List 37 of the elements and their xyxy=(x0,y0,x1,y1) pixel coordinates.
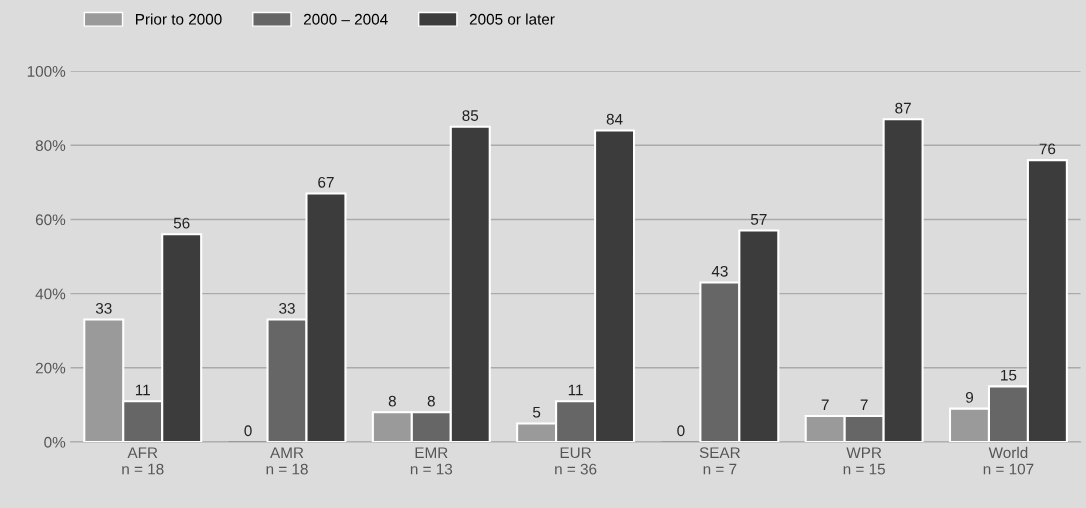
data-label: 43 xyxy=(711,265,728,277)
y-tick-label: 80% xyxy=(35,140,66,151)
data-label: 85 xyxy=(462,110,479,121)
data-label: 84 xyxy=(606,113,623,125)
data-label: 67 xyxy=(318,176,334,188)
data-label: 0 xyxy=(244,425,252,437)
data-label: 7 xyxy=(860,399,868,411)
y-tick-label: 20% xyxy=(35,362,66,374)
y-tick-label: 100% xyxy=(27,65,66,77)
x-tick-label: WPR n = 15 xyxy=(843,447,885,475)
data-label: 33 xyxy=(279,302,295,314)
data-label: 57 xyxy=(750,214,767,225)
x-tick-label: SEAR n = 7 xyxy=(699,447,740,475)
data-label: 87 xyxy=(895,102,911,114)
data-label: 11 xyxy=(568,384,583,396)
data-label: 11 xyxy=(135,384,150,396)
data-label: 33 xyxy=(95,302,112,314)
data-label: 8 xyxy=(427,395,435,407)
data-label: 56 xyxy=(173,217,190,229)
x-tick-label: World n = 107 xyxy=(983,446,1034,475)
data-label: 7 xyxy=(821,399,829,411)
y-tick-label: 0% xyxy=(44,436,66,448)
y-tick-label: 60% xyxy=(35,214,66,226)
x-tick-label: AFR n = 18 xyxy=(122,447,164,475)
data-label: 15 xyxy=(1001,369,1017,381)
x-tick-label: EMR n = 13 xyxy=(410,447,453,475)
data-label: 76 xyxy=(1039,143,1056,155)
data-label: 0 xyxy=(677,425,685,437)
y-tick-label: 40% xyxy=(35,288,66,300)
legend-label: 2000 – 2004 xyxy=(303,13,388,25)
data-label: 9 xyxy=(965,391,973,403)
x-tick-label: AMR n = 18 xyxy=(266,447,308,475)
legend-label: 2005 or later xyxy=(469,13,555,25)
legend-label: Prior to 2000 xyxy=(136,13,222,25)
data-label: 8 xyxy=(388,395,396,407)
x-tick-label: EUR n = 36 xyxy=(555,447,597,475)
data-label: 5 xyxy=(532,406,541,418)
